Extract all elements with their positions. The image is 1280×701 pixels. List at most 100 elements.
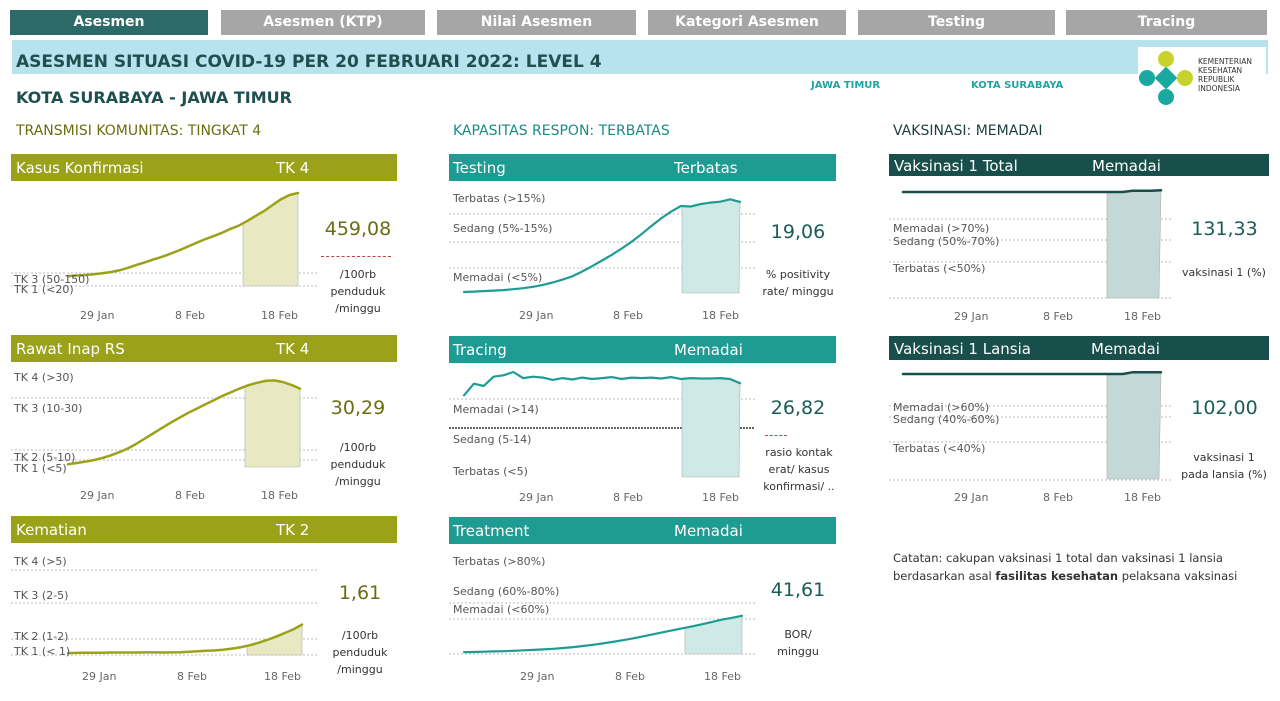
threshold-label: Terbatas (<50%) [893, 262, 986, 275]
panel-vakslansia-title: Vaksinasi 1 Lansia [894, 340, 1031, 358]
kpi-vakslansia: 102,00 [1191, 397, 1258, 419]
x-tick: 29 Jan [519, 491, 554, 504]
unit-testing: % positivity rate/ minggu [762, 268, 834, 298]
threshold-label: TK 3 (10-30) [14, 402, 83, 415]
x-tick: 18 Feb [704, 670, 741, 683]
section-vaksinasi: VAKSINASI: MEMADAI [893, 123, 1043, 139]
filter-province[interactable]: JAWA TIMUR [811, 80, 881, 91]
threshold-label: TK 2 (5-10) [14, 451, 76, 464]
panel-testing-title: Testing [453, 159, 506, 177]
tab-nilai-asesmen[interactable]: Nilai Asesmen [437, 10, 636, 35]
section-kapasitas: KAPASITAS RESPON: TERBATAS [453, 123, 670, 139]
threshold-label: TK 4 (>5) [14, 555, 67, 568]
x-tick: 29 Jan [80, 489, 115, 502]
threshold-label: TK 3 (2-5) [14, 589, 69, 602]
x-tick: 29 Jan [80, 309, 115, 322]
kpi-divider [765, 435, 787, 436]
x-tick: 18 Feb [1124, 491, 1161, 504]
x-tick: 8 Feb [1043, 310, 1073, 323]
page-subtitle: KOTA SURABAYA - JAWA TIMUR [16, 88, 292, 107]
tab-testing[interactable]: Testing [858, 10, 1055, 35]
x-tick: 8 Feb [175, 489, 205, 502]
series-line [901, 371, 1163, 376]
x-tick: 29 Jan [520, 670, 555, 683]
panel-kematian-title: Kematian [16, 521, 87, 539]
x-tick: 8 Feb [613, 309, 643, 322]
series-line [462, 614, 744, 654]
threshold-label: Memadai (<60%) [453, 603, 550, 616]
panel-rawat-title: Rawat Inap RS [16, 340, 125, 358]
threshold-label: TK 1 (< 1) [14, 645, 71, 658]
x-tick: 8 Feb [613, 491, 643, 504]
x-tick: 29 Jan [82, 670, 117, 683]
tab-asesmen[interactable]: Asesmen [10, 10, 208, 35]
panel-kematian-status: TK 2 [276, 521, 310, 539]
vaccination-note: Catatan: cakupan vaksinasi 1 total dan v… [893, 551, 1238, 583]
threshold-label: Memadai (>14) [453, 403, 539, 416]
x-tick: 18 Feb [261, 489, 298, 502]
kemenkes-logo: KEMENTERIAN KESEHATAN REPUBLIK INDONESIA [1138, 47, 1266, 107]
unit-kematian: /100rb penduduk/minggu [332, 629, 388, 676]
panel-vaks1-title: Vaksinasi 1 Total [894, 157, 1018, 175]
threshold-label: Memadai (<5%) [453, 271, 543, 284]
page-title: ASESMEN SITUASI COVID-19 PER 20 FEBRUARI… [16, 52, 602, 72]
x-tick: 18 Feb [1124, 310, 1161, 323]
threshold-label: Sedang (5%-15%) [453, 222, 553, 235]
threshold-label: Memadai (>60%) [893, 401, 990, 414]
panel-rawat-status: TK 4 [276, 340, 310, 358]
unit-treatment: BOR/minggu [777, 628, 819, 658]
x-tick: 29 Jan [954, 491, 989, 504]
kpi-testing: 19,06 [770, 221, 826, 243]
threshold-label: Sedang (40%-60%) [893, 413, 1000, 426]
kpi-rawat: 30,29 [330, 397, 386, 419]
tab-kategori-asesmen[interactable]: Kategori Asesmen [648, 10, 846, 35]
panel-testing-header: Testing Terbatas [449, 154, 836, 181]
panel-treatment-status: Memadai [674, 522, 743, 540]
kpi-kasus: 459,08 [324, 218, 392, 240]
panel-kasus-status: TK 4 [276, 159, 310, 177]
logo-text: KEMENTERIAN KESEHATAN REPUBLIK INDONESIA [1198, 57, 1252, 93]
kpi-tracing: 26,82 [770, 397, 826, 419]
panel-vaks1-header: Vaksinasi 1 Total Memadai [889, 154, 1269, 176]
panel-treatment-header: Treatment Memadai [449, 517, 836, 544]
unit-vakslansia: vaksinasi 1 pada lansia (%) [1181, 451, 1267, 481]
kemenkes-logo-icon [1139, 51, 1193, 105]
current-week-area [1106, 189, 1162, 299]
filter-city[interactable]: KOTA SURABAYA [971, 80, 1064, 91]
chart-kasus [11, 191, 317, 287]
kpi-kematian: 1,61 [338, 582, 382, 604]
x-tick: 8 Feb [1043, 491, 1073, 504]
chart-tracing [449, 370, 755, 478]
panel-rawat-header: Rawat Inap RS TK 4 [11, 335, 397, 362]
x-tick: 18 Feb [702, 309, 739, 322]
current-week-area [681, 377, 741, 478]
threshold-label: TK 4 (>30) [14, 371, 74, 384]
series-line [66, 191, 300, 278]
threshold-label: Sedang (60%-80%) [453, 585, 560, 598]
series-line [462, 370, 742, 397]
threshold-label: TK 1 (<5) [14, 462, 67, 475]
chart-vaks1 [889, 188, 1171, 299]
tab-tracing[interactable]: Tracing [1066, 10, 1267, 35]
unit-kasus: /100rb penduduk/minggu [330, 268, 386, 315]
panel-vaks1-status: Memadai [1092, 157, 1161, 175]
chart-treatment [449, 602, 755, 655]
x-tick: 8 Feb [175, 309, 205, 322]
panel-tracing-header: Tracing Memadai [449, 336, 836, 363]
panel-kasus-header: Kasus Konfirmasi TK 4 [11, 154, 397, 181]
panel-kematian-header: Kematian TK 2 [11, 516, 397, 543]
threshold-label: Terbatas (>80%) [453, 555, 546, 568]
panel-vakslansia-status: Memadai [1091, 340, 1160, 358]
panel-kasus-title: Kasus Konfirmasi [16, 159, 144, 177]
series-line [66, 379, 302, 466]
current-week-area [1106, 372, 1162, 480]
threshold-label: Terbatas (>15%) [453, 192, 546, 205]
tab-asesmen-ktp[interactable]: Asesmen (KTP) [221, 10, 425, 35]
panel-tracing-title: Tracing [453, 341, 507, 359]
chart-rawat [11, 379, 317, 468]
threshold-label: TK 3 (50-150) [14, 273, 90, 286]
panel-testing-status: Terbatas [674, 159, 738, 177]
threshold-label: TK 2 (1-2) [14, 630, 69, 643]
chart-vakslansia [889, 371, 1171, 481]
threshold-label: TK 1 (<20) [14, 283, 74, 296]
